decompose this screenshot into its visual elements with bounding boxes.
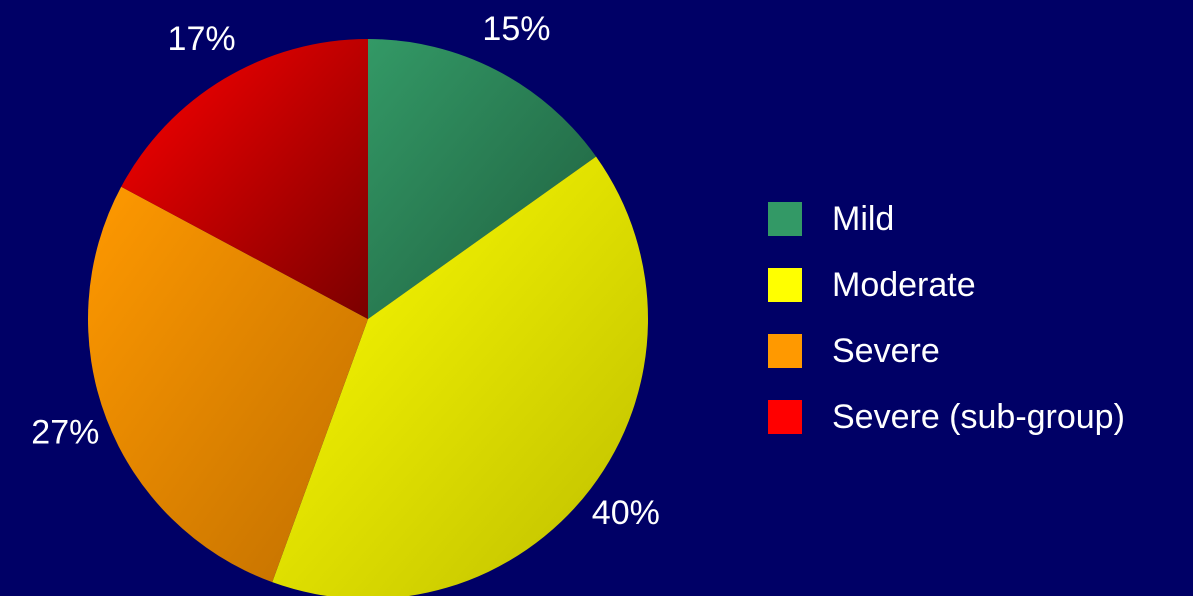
- pie-slice-mild: [368, 39, 597, 319]
- legend-label-moderate: Moderate: [832, 266, 976, 304]
- legend-swatch-moderate: [768, 268, 802, 302]
- pie-labels: 15% 40% 27% 17%: [31, 10, 660, 532]
- legend-label-severe: Severe: [832, 332, 940, 370]
- legend: Mild Moderate Severe Severe (sub-group): [768, 186, 1125, 450]
- legend-label-mild: Mild: [832, 200, 895, 238]
- legend-swatch-severe: [768, 334, 802, 368]
- pie-slices: [87, 39, 648, 596]
- legend-label-severe-sub-group: Severe (sub-group): [832, 398, 1125, 436]
- legend-swatch-severe-sub-group: [768, 400, 802, 434]
- slice-label-mild: 15%: [482, 10, 550, 48]
- legend-item-severe: Severe: [768, 318, 1125, 384]
- pie-slice-severe-sub-group: [121, 39, 369, 319]
- pie-slice-moderate: [272, 156, 648, 596]
- legend-item-severe-sub-group: Severe (sub-group): [768, 384, 1125, 450]
- legend-swatch-mild: [768, 202, 802, 236]
- pie-slice-severe: [87, 186, 368, 583]
- slice-label-severe-sub-group: 17%: [168, 20, 236, 58]
- legend-item-moderate: Moderate: [768, 252, 1125, 318]
- slice-label-severe: 27%: [31, 414, 99, 452]
- slice-label-moderate: 40%: [592, 494, 660, 532]
- legend-item-mild: Mild: [768, 186, 1125, 252]
